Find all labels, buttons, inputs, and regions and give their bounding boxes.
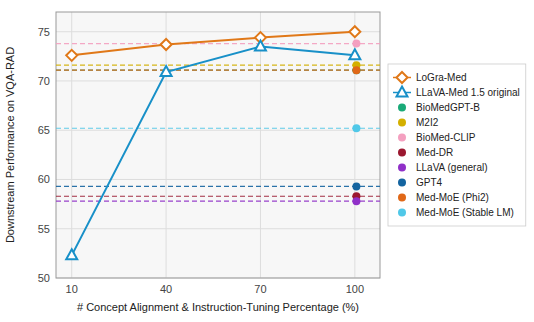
series-marker: [161, 39, 172, 50]
grid-line: [166, 12, 167, 278]
tick-label: 55: [38, 223, 50, 235]
tick-label: 60: [38, 173, 50, 185]
plot-area: [56, 12, 380, 278]
tick-label: 50: [38, 272, 50, 284]
legend-label: LoGra-Med: [416, 72, 467, 83]
tick-label: 10: [66, 283, 78, 295]
baseline-line: [56, 201, 380, 202]
series-marker: [66, 249, 77, 259]
series-marker: [349, 49, 360, 59]
data-layer: [56, 26, 380, 259]
grid-line: [56, 130, 380, 131]
baseline-dot: [352, 40, 360, 48]
baseline-line: [56, 43, 380, 44]
legend-label: BioMed-CLIP: [416, 132, 476, 143]
legend-swatch: [398, 149, 406, 157]
baseline-line: [56, 65, 380, 66]
legend-label: Med-DR: [416, 147, 453, 158]
x-axis-label: # Concept Alignment & Instruction-Tuning…: [77, 301, 359, 313]
plot-frame: [56, 12, 380, 278]
tick-label: 70: [38, 75, 50, 87]
series-marker: [161, 66, 172, 76]
baseline-line: [56, 70, 380, 71]
tick-label: 100: [346, 283, 364, 295]
chart: 50 55 60 65 70 75 10 40 70 100 # Concept Alignment…: [0, 0, 534, 322]
baseline-dot: [352, 66, 360, 74]
legend-swatch: [398, 164, 406, 172]
grid-line: [56, 80, 380, 81]
legend-swatch: [397, 72, 408, 83]
legend-label: Med-MoE (Phi2): [416, 192, 489, 203]
series-marker: [66, 50, 77, 61]
legend-swatch: [398, 209, 406, 217]
series-line: [72, 46, 355, 255]
legend-swatch: [398, 194, 406, 202]
tick-label: 40: [160, 283, 172, 295]
legend-label: M2I2: [416, 117, 439, 128]
tick-label: 70: [254, 283, 266, 295]
legend: LoGra-Med LLaVA-Med 1.5 original BioMedGPT…: [388, 64, 526, 226]
baseline-line: [56, 186, 380, 187]
tick-label: 75: [38, 26, 50, 38]
baseline-dot: [352, 182, 360, 190]
legend-swatch: [398, 104, 406, 112]
legend-swatch: [397, 87, 408, 97]
series-marker: [349, 26, 360, 37]
baseline-dot: [352, 66, 360, 74]
legend-label: BioMedGPT-B: [416, 102, 480, 113]
legend-label: Med-MoE (Stable LM): [416, 207, 514, 218]
baseline-line: [56, 128, 380, 129]
legend-label: LLaVA (general): [416, 162, 488, 173]
series-marker: [255, 40, 266, 50]
baseline-line: [56, 70, 380, 71]
legend-label: LLaVA-Med 1.5 original: [416, 87, 520, 98]
y-axis-label: Downstream Performance on VQA-RAD: [4, 47, 16, 243]
baseline-dot: [352, 197, 360, 205]
grid-line: [56, 31, 380, 32]
grid-line: [260, 12, 261, 278]
baseline-line: [56, 196, 380, 197]
legend-label: GPT4: [416, 177, 443, 188]
legend-swatch: [398, 134, 406, 142]
legend-swatch: [398, 179, 406, 187]
legend-frame: [388, 64, 526, 226]
baseline-dot: [352, 124, 360, 132]
tick-label: 65: [38, 124, 50, 136]
grid-line: [56, 179, 380, 180]
legend-swatch: [398, 119, 406, 127]
grid-line: [56, 228, 380, 229]
